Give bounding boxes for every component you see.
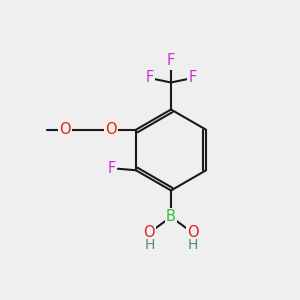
Text: F: F [188,70,197,86]
Text: H: H [144,238,154,252]
Text: F: F [167,53,175,68]
Text: O: O [106,122,117,137]
Text: O: O [144,225,155,240]
Text: H: H [188,238,198,252]
Text: F: F [108,161,116,176]
Text: F: F [145,70,154,86]
Text: O: O [59,122,70,137]
Text: B: B [166,209,176,224]
Text: O: O [187,225,198,240]
